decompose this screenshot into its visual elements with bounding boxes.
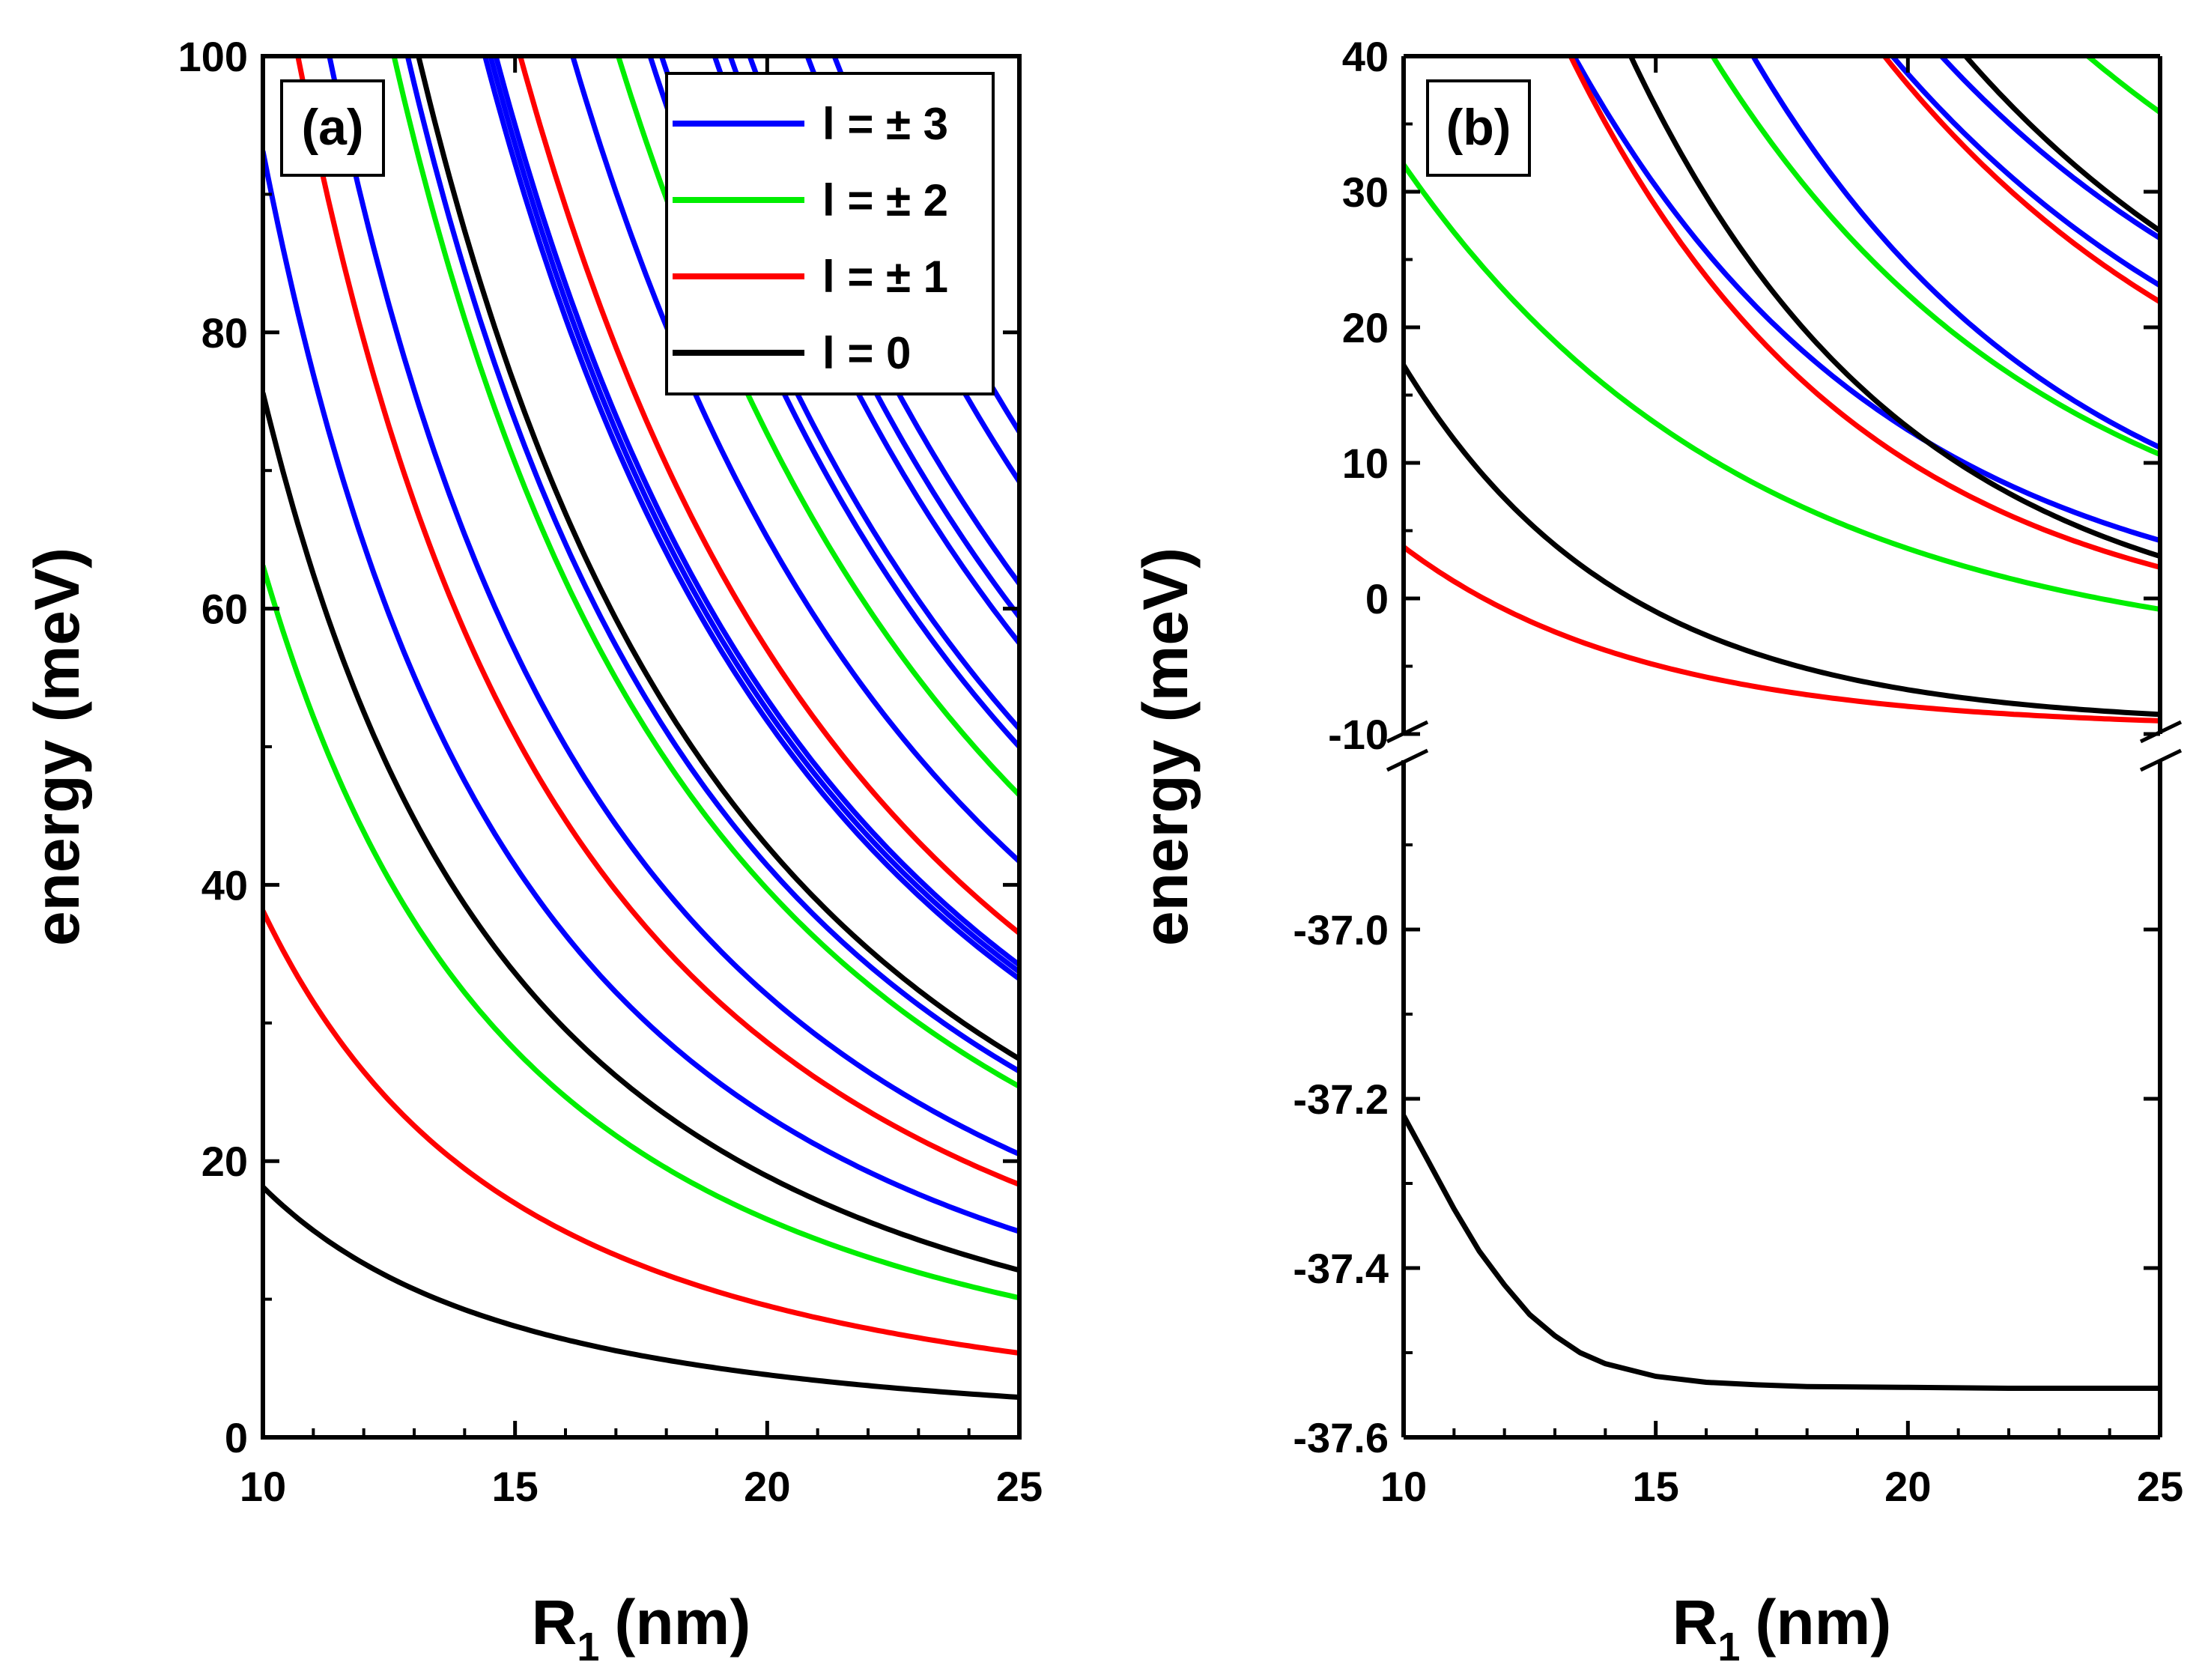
panel-b-ylabel: energy (meV) (1130, 548, 1201, 946)
panel-a-label-box: (a) (280, 79, 385, 177)
series-line (327, 56, 1019, 1157)
panel-b-upper-curves (1404, 0, 2160, 724)
y-tick-label: 20 (201, 1138, 248, 1185)
series-line (482, 56, 1019, 981)
panel-b-label-box: (b) (1426, 79, 1531, 177)
series-line (1571, 56, 2160, 543)
series-line (1568, 56, 2160, 570)
axis-break-marks (1386, 720, 2183, 772)
legend-label-l1: l = ± 1 (822, 252, 948, 302)
x-tick-label: 15 (1633, 1463, 1679, 1510)
panel-b: 10 15 20 25 -10 0 10 20 30 40 -37.0 -37.2 -37.4 -37.6… (1130, 0, 2183, 1670)
series-line (727, 56, 1019, 619)
panel-a-xlabel: R1 (nm) (532, 1587, 751, 1670)
y-tick-label: -37.0 (1293, 906, 1389, 953)
y-tick-label: 0 (1365, 575, 1389, 622)
x-tick-label: 15 (492, 1463, 539, 1510)
panel-a-xlabel-main: R (532, 1587, 577, 1658)
series-line (263, 565, 1019, 1301)
panel-b-ticks: 10 15 20 25 -10 0 10 20 30 40 -37.0 -37.2 -37.4 -37.6 (1293, 33, 2183, 1510)
svg-text:R1(nm): R1 (nm) (532, 1587, 751, 1670)
panel-b-xlabel-main: R (1672, 1587, 1718, 1658)
series-line (263, 151, 1019, 1234)
panel-b-frame (1401, 54, 2162, 1440)
x-tick-label: 25 (996, 1463, 1043, 1510)
y-tick-label: 20 (1342, 304, 1389, 351)
legend-label-l3: l = ± 3 (822, 99, 948, 149)
series-line (1750, 56, 2160, 450)
series-line (1709, 56, 2160, 458)
series-line (263, 392, 1019, 1273)
series-line (391, 56, 1019, 1089)
series-line (518, 56, 1019, 935)
series-line (1404, 1114, 2160, 1391)
panel-a-curves (263, 56, 1019, 1400)
x-tick-label: 10 (1380, 1463, 1427, 1510)
series-line (1962, 56, 2160, 234)
series-line (1881, 56, 2160, 305)
x-tick-label: 20 (1884, 1463, 1931, 1510)
panel-b-lower-curves (1404, 1114, 2160, 1391)
y-tick-label: 10 (1342, 440, 1389, 487)
series-line (1404, 0, 2160, 22)
series-line (615, 56, 1019, 797)
series-line (263, 1185, 1019, 1400)
panel-a: 10 15 20 25 0 20 40 60 80 100 (a) l = ± 3 l = ± 2… (22, 33, 1043, 1670)
series-line (493, 56, 1019, 968)
y-tick-label: 30 (1342, 169, 1389, 216)
series-line (658, 56, 1019, 731)
y-tick-label: -37.6 (1293, 1414, 1389, 1461)
panel-b-label: (b) (1446, 99, 1511, 156)
series-line (1628, 56, 2160, 560)
series-line (1404, 545, 2160, 724)
series-line (1404, 363, 2160, 718)
series-line (647, 56, 1019, 749)
y-tick-label: -10 (1328, 711, 1389, 758)
panel-b-xlabel: R1 (nm) (1672, 1587, 1892, 1670)
panel-b-xlabel-unit: (nm) (1755, 1587, 1891, 1658)
panel-a-xlabel-unit: (nm) (614, 1587, 750, 1658)
series-line (1938, 56, 2160, 241)
series-line (1404, 0, 2160, 49)
legend-box (665, 72, 995, 395)
series-line (416, 56, 1019, 1061)
panel-a-ticks: 10 15 20 25 0 20 40 60 80 100 (178, 33, 1043, 1510)
y-tick-label: 80 (201, 309, 248, 357)
y-tick-label: 60 (201, 586, 248, 633)
legend-label-l0: l = 0 (822, 328, 911, 378)
series-line (1889, 56, 2160, 288)
y-tick-label: 0 (225, 1414, 248, 1461)
legend-label-l2: l = ± 2 (822, 175, 948, 225)
series-line (404, 56, 1019, 1074)
series-line (712, 56, 1019, 645)
svg-text:R1(nm): R1 (nm) (1672, 1587, 1892, 1670)
y-tick-label: -37.4 (1293, 1245, 1389, 1292)
series-line (1404, 163, 2160, 612)
y-tick-label: -37.2 (1293, 1076, 1389, 1123)
x-tick-label: 10 (240, 1463, 286, 1510)
panel-a-xlabel-sub: 1 (577, 1625, 599, 1670)
x-tick-label: 20 (744, 1463, 790, 1510)
y-tick-label: 40 (201, 861, 248, 909)
panel-a-frame (261, 54, 1022, 1440)
series-line (295, 56, 1019, 1187)
x-tick-label: 25 (2137, 1463, 2183, 1510)
series-line (570, 56, 1019, 864)
panel-a-label: (a) (301, 99, 363, 156)
y-tick-label: 40 (1342, 33, 1389, 80)
panel-b-xlabel-sub: 1 (1717, 1625, 1740, 1670)
legend: l = ± 3 l = ± 2 l = ± 1 l = 0 (665, 72, 995, 395)
series-line (488, 56, 1019, 974)
panel-a-ylabel: energy (meV) (22, 548, 92, 946)
y-tick-label: 100 (178, 33, 248, 80)
series-line (263, 909, 1019, 1356)
